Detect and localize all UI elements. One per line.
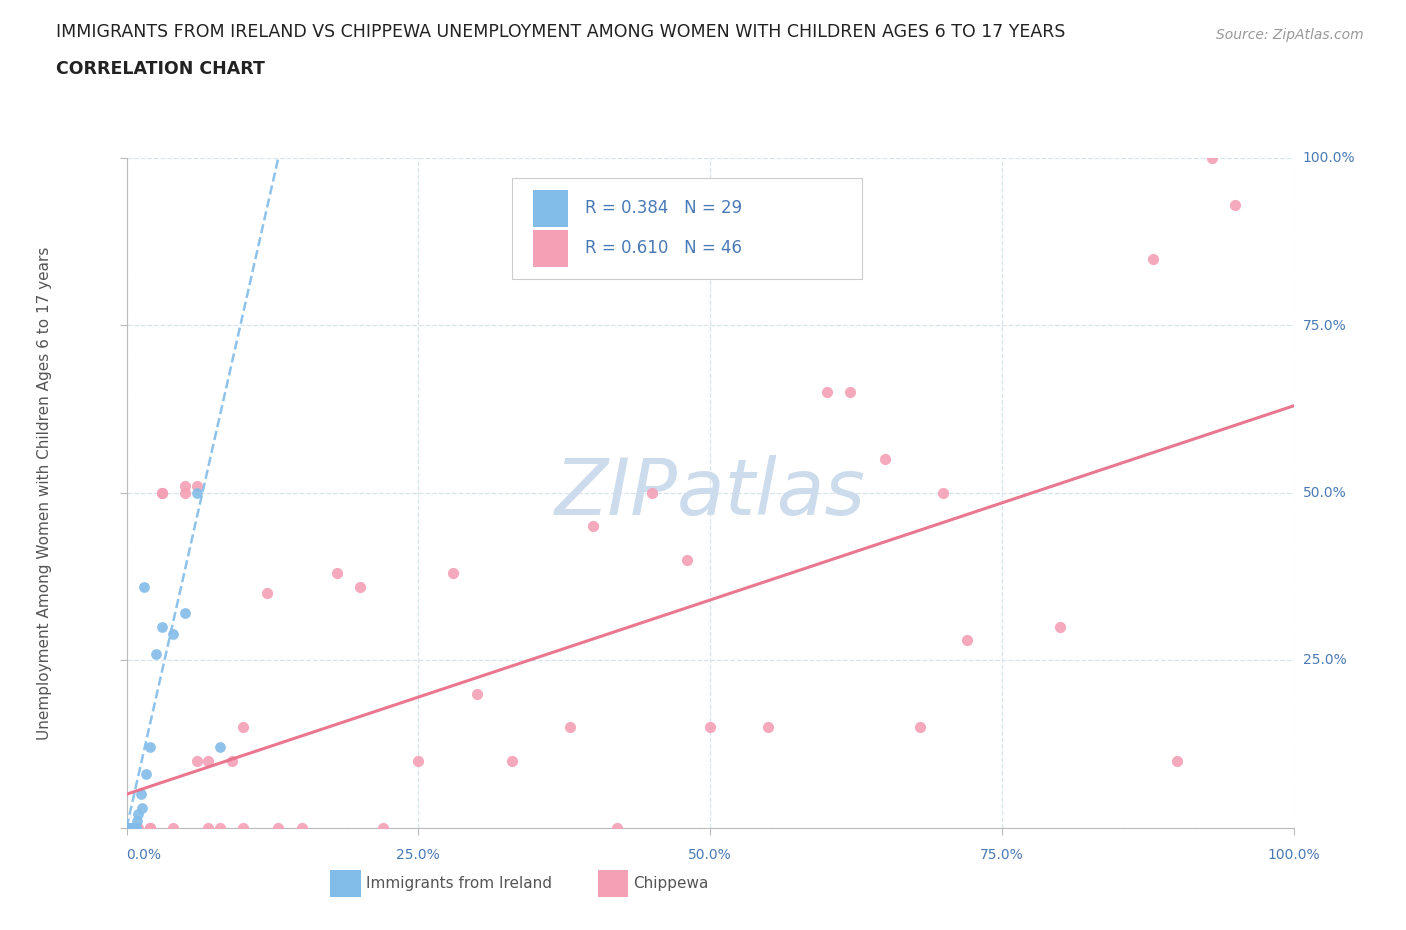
Point [120,820,142,835]
Bar [533,230,568,267]
Point [118,820,141,835]
Point [373,820,395,835]
Bar [533,190,568,227]
Point [186,479,208,494]
Point [349,579,371,594]
Point [232,720,254,735]
Point [122,820,145,835]
Text: IMMIGRANTS FROM IRELAND VS CHIPPEWA UNEMPLOYMENT AMONG WOMEN WITH CHILDREN AGES : IMMIGRANTS FROM IRELAND VS CHIPPEWA UNEM… [56,23,1066,41]
Text: 100.0%: 100.0% [1267,848,1320,862]
Point [441,565,464,580]
Point [1166,753,1188,768]
Point [197,753,219,768]
Point [162,626,184,641]
Text: Chippewa: Chippewa [633,876,709,891]
Point [956,632,979,647]
Text: 50.0%: 50.0% [1303,485,1347,500]
Point [121,820,143,835]
Point [408,753,430,768]
Point [197,820,219,835]
Point [641,485,664,500]
Point [699,720,721,735]
Point [124,820,146,835]
Text: Source: ZipAtlas.com: Source: ZipAtlas.com [1216,28,1364,42]
Point [139,740,162,755]
Point [582,519,605,534]
Point [115,820,138,835]
Point [675,552,697,567]
Point [115,820,138,835]
Point [932,485,955,500]
Point [117,820,139,835]
Point [117,820,139,835]
Point [1223,197,1246,212]
Text: 50.0%: 50.0% [688,848,733,862]
Point [186,753,208,768]
Text: 25.0%: 25.0% [396,848,440,862]
Point [162,820,184,835]
Point [118,820,141,835]
Point [465,686,488,701]
Point [125,814,148,829]
Point [150,619,173,634]
Point [135,766,157,781]
Text: CORRELATION CHART: CORRELATION CHART [56,60,266,78]
Point [908,720,931,735]
Point [501,753,523,768]
Point [290,820,312,835]
Point [127,820,149,835]
Point [132,579,155,594]
Point [129,787,152,802]
Point [174,485,197,500]
Text: 75.0%: 75.0% [980,848,1024,862]
Text: 100.0%: 100.0% [1303,151,1355,166]
Text: ZIPatlas: ZIPatlas [554,455,866,531]
Text: 75.0%: 75.0% [1303,318,1347,333]
Point [208,740,231,755]
Point [875,452,897,467]
Point [115,820,138,835]
Point [115,820,138,835]
Point [115,820,138,835]
Point [150,485,173,500]
Point [1142,251,1164,266]
Text: R = 0.610   N = 46: R = 0.610 N = 46 [585,240,742,258]
Point [118,820,141,835]
Point [120,820,142,835]
Bar [512,179,862,279]
Point [325,565,347,580]
Point [139,820,162,835]
Point [139,820,162,835]
Point [208,820,231,835]
Point [118,820,141,835]
Point [606,820,628,835]
Point [186,485,208,500]
Text: 0.0%: 0.0% [127,848,162,862]
Text: Immigrants from Ireland: Immigrants from Ireland [366,876,551,891]
Text: R = 0.384   N = 29: R = 0.384 N = 29 [585,199,742,218]
Point [558,720,581,735]
Point [839,385,862,400]
Point [1201,151,1223,166]
Point [150,485,173,500]
Point [267,820,290,835]
Point [221,753,243,768]
Point [127,807,149,822]
Point [131,800,153,815]
Point [174,606,197,621]
Point [232,820,254,835]
Point [1049,619,1071,634]
Point [815,385,838,400]
Point [125,820,148,835]
Text: Unemployment Among Women with Children Ages 6 to 17 years: Unemployment Among Women with Children A… [38,246,52,739]
Text: 25.0%: 25.0% [1303,653,1347,668]
Point [145,646,167,661]
Point [174,479,197,494]
Point [756,720,779,735]
Point [256,586,278,601]
Point [121,820,143,835]
